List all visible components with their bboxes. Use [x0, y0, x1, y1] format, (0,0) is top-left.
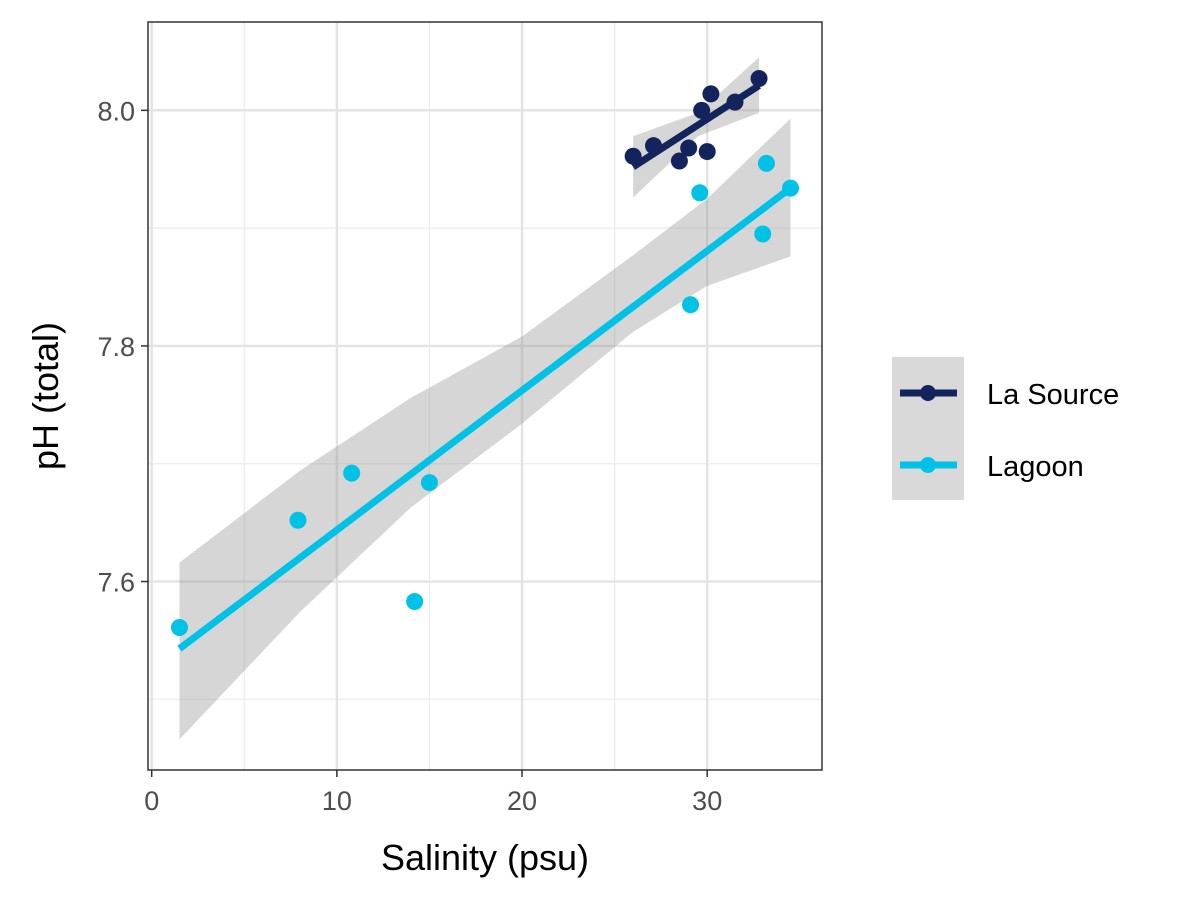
x-tick-label: 30	[692, 786, 722, 816]
data-point-la-source	[670, 152, 688, 170]
y-tick-label: 7.6	[97, 568, 135, 598]
data-point-lagoon	[420, 474, 438, 492]
data-point-lagoon	[691, 184, 709, 202]
data-point-la-source	[750, 70, 768, 88]
data-point-lagoon	[782, 179, 800, 197]
data-point-la-source	[624, 147, 642, 165]
y-tick-label: 7.8	[97, 332, 135, 362]
x-tick-label: 20	[507, 786, 537, 816]
data-point-lagoon	[170, 618, 188, 636]
grid	[148, 22, 822, 770]
y-tick-label: 8.0	[97, 96, 135, 126]
data-point-lagoon	[754, 225, 772, 243]
legend-key-dot-la-source	[920, 385, 936, 401]
y-axis-title: pH (total)	[25, 322, 66, 470]
legend-key-dot-lagoon	[920, 457, 936, 473]
legend: La Source Lagoon	[892, 357, 1119, 500]
confidence-band-lagoon	[179, 118, 791, 740]
data-point-la-source	[645, 137, 662, 155]
data-point-la-source	[726, 93, 744, 111]
data-points	[170, 70, 800, 636]
plot-border	[147, 21, 823, 771]
x-axis-title: Salinity (psu)	[381, 837, 589, 878]
data-point-la-source	[698, 143, 716, 161]
x-tick-label: 0	[144, 786, 159, 816]
data-point-la-source	[680, 139, 698, 157]
data-point-la-source	[702, 85, 720, 103]
legend-key-background	[892, 357, 964, 500]
legend-label-lagoon: Lagoon	[987, 451, 1084, 483]
legend-label-la-source: La Source	[987, 379, 1119, 411]
data-point-la-source	[693, 101, 711, 119]
data-point-lagoon	[343, 464, 361, 482]
axes: 0 10 20 30 7.6 7.8 8.0	[97, 96, 722, 816]
x-tick-label: 10	[322, 786, 352, 816]
fit-line-lagoon	[177, 185, 793, 652]
data-point-lagoon	[682, 296, 700, 314]
data-point-lagoon	[757, 154, 775, 172]
data-point-lagoon	[406, 593, 424, 611]
data-point-lagoon	[289, 511, 307, 529]
